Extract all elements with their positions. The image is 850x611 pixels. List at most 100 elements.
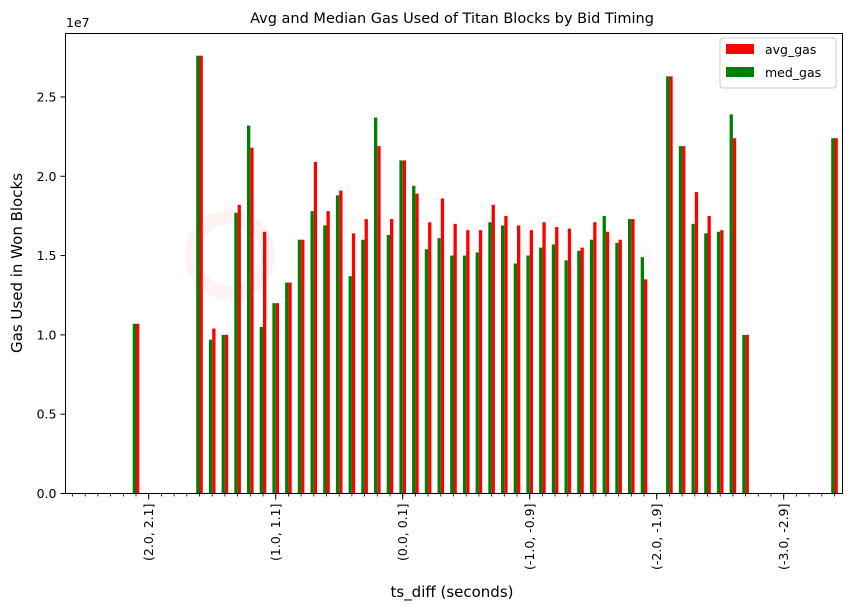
bar-med-gas — [437, 238, 441, 494]
x-tick-label: (2.0, 2.1] — [141, 504, 156, 561]
bar-med-gas — [323, 225, 327, 494]
bar-med-gas — [577, 250, 581, 494]
bar-med-gas — [589, 239, 594, 494]
bar-med-gas — [666, 76, 670, 494]
bar-med-gas — [234, 212, 238, 494]
bar-avg-gas — [136, 323, 140, 494]
bar-avg-gas — [694, 192, 699, 494]
legend-label-avg: avg_gas — [765, 42, 816, 57]
bar-avg-gas — [732, 138, 737, 494]
bar-avg-gas — [351, 233, 356, 494]
bar-med-gas — [640, 257, 644, 494]
bar-med-gas — [831, 138, 835, 494]
bar-avg-gas — [669, 76, 673, 494]
bar-avg-gas — [250, 147, 254, 494]
bar-avg-gas — [834, 138, 838, 494]
bar-med-gas — [450, 255, 454, 494]
bar-med-gas — [691, 223, 695, 494]
bar-avg-gas — [364, 219, 368, 494]
bar-med-gas — [272, 303, 276, 494]
bar-avg-gas — [301, 239, 305, 494]
x-tick-label: (0.0, 0.1] — [395, 504, 410, 561]
bar-avg-gas — [745, 334, 749, 494]
bar-med-gas — [132, 323, 136, 494]
bar-med-gas — [475, 252, 479, 494]
bar-avg-gas — [504, 215, 508, 494]
bar-avg-gas — [440, 198, 445, 494]
bar-avg-gas — [644, 279, 648, 494]
bars-layer — [132, 55, 838, 494]
bar-med-gas — [462, 255, 467, 494]
y-tick-label: 2.0 — [37, 169, 57, 184]
x-tick-label: (-3.0, -2.9] — [776, 504, 791, 570]
bar-avg-gas — [339, 190, 343, 494]
bar-med-gas — [374, 117, 378, 494]
bar-med-gas — [488, 222, 492, 494]
x-axis: (2.0, 2.1] (1.0, 1.1] (0.0, 0.1] (-1.0, -0.… — [72, 493, 835, 570]
y-offset-text: 1e7 — [66, 15, 90, 30]
bar-med-gas — [526, 255, 530, 494]
bar-med-gas — [704, 233, 708, 494]
bar-med-gas — [513, 263, 517, 494]
bar-med-gas — [399, 160, 403, 494]
bar-avg-gas — [631, 219, 635, 494]
bar-med-gas — [348, 276, 352, 494]
bar-med-gas — [247, 125, 251, 494]
bar-med-gas — [221, 334, 225, 494]
bar-avg-gas — [682, 146, 686, 494]
bar-avg-gas — [199, 55, 203, 494]
bar-avg-gas — [313, 161, 318, 494]
bar-med-gas — [424, 249, 429, 494]
x-tick-label: (1.0, 1.1] — [268, 504, 283, 561]
bar-avg-gas — [212, 328, 216, 494]
bar-med-gas — [335, 195, 340, 494]
bar-avg-gas — [288, 282, 292, 494]
bar-avg-gas — [618, 239, 622, 494]
bar-med-gas — [501, 225, 505, 494]
x-tick-label: (-1.0, -0.9] — [522, 504, 537, 570]
chart-title: Avg and Median Gas Used of Titan Blocks … — [250, 11, 654, 27]
bar-med-gas — [196, 55, 200, 494]
bar-med-gas — [716, 231, 721, 494]
bar-med-gas — [386, 234, 390, 494]
bar-avg-gas — [466, 230, 470, 494]
y-axis: 0.0 0.5 1.0 1.5 2.0 2.5 — [37, 89, 66, 501]
bar-med-gas — [628, 219, 632, 494]
y-tick-label: 1.5 — [37, 248, 57, 263]
bar-avg-gas — [593, 222, 597, 494]
bar-med-gas — [742, 334, 746, 494]
bar-avg-gas — [555, 227, 559, 494]
bar-med-gas — [539, 247, 543, 494]
bar-med-gas — [285, 282, 289, 494]
bar-avg-gas — [491, 204, 495, 494]
bar-med-gas — [602, 215, 606, 494]
bar-avg-gas — [224, 334, 229, 494]
legend-swatch-med — [726, 67, 754, 77]
bar-med-gas — [361, 239, 365, 494]
x-axis-label: ts_diff (seconds) — [390, 583, 513, 602]
bar-med-gas — [208, 339, 213, 494]
bar-avg-gas — [263, 231, 267, 494]
plot-frame — [65, 33, 843, 494]
y-tick-label: 1.0 — [37, 327, 57, 342]
x-tick-label: (-2.0, -1.9] — [649, 504, 664, 570]
bar-avg-gas — [478, 230, 483, 494]
legend-label-med: med_gas — [765, 65, 821, 80]
y-tick-label: 0.0 — [37, 486, 57, 501]
bar-med-gas — [615, 242, 619, 494]
bar-med-gas — [310, 211, 314, 494]
bar-med-gas — [729, 114, 733, 494]
bar-avg-gas — [326, 211, 330, 494]
bar-avg-gas — [377, 146, 381, 494]
bar-avg-gas — [707, 215, 711, 494]
legend: avg_gas med_gas — [719, 37, 837, 89]
bar-med-gas — [551, 244, 556, 494]
legend-swatch-avg — [726, 44, 754, 54]
bar-avg-gas — [402, 160, 406, 494]
bar-med-gas — [297, 239, 302, 494]
bar-med-gas — [412, 185, 416, 494]
bar-avg-gas — [415, 193, 419, 494]
bar-avg-gas — [453, 223, 457, 494]
y-axis-label: Gas Used in Won Blocks — [8, 173, 26, 353]
bar-avg-gas — [567, 228, 572, 494]
